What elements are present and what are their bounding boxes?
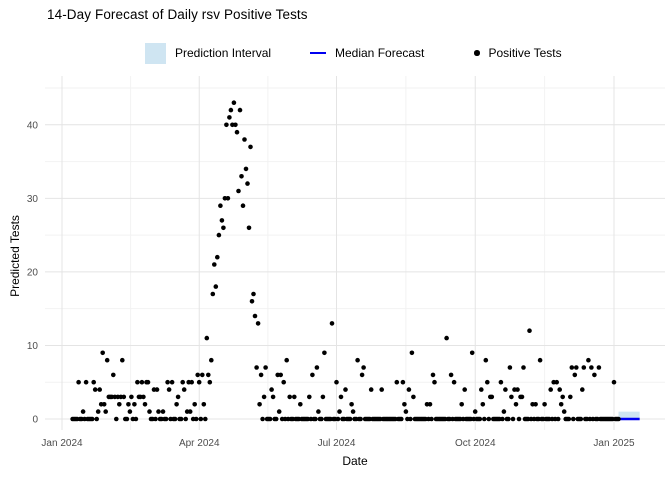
prediction-interval-band bbox=[618, 411, 640, 419]
svg-text:Jan 2024: Jan 2024 bbox=[41, 438, 83, 449]
prediction-interval-swatch-icon bbox=[145, 42, 166, 64]
x-axis-title: Date bbox=[342, 454, 368, 468]
positive-tests-dot-icon bbox=[474, 50, 480, 56]
legend-label-median-forecast: Median Forecast bbox=[335, 46, 425, 60]
major-gridlines bbox=[45, 76, 665, 430]
svg-text:20: 20 bbox=[27, 267, 39, 278]
svg-text:Jan 2025: Jan 2025 bbox=[593, 438, 635, 449]
legend-item-median-forecast: Median Forecast bbox=[310, 40, 424, 66]
svg-text:Jul 2024: Jul 2024 bbox=[318, 438, 356, 449]
minor-gridlines bbox=[45, 76, 665, 430]
legend-label-positive-tests: Positive Tests bbox=[488, 46, 562, 60]
svg-text:Apr 2024: Apr 2024 bbox=[179, 438, 220, 449]
legend-item-prediction-interval: Prediction Interval bbox=[145, 40, 271, 66]
svg-text:0: 0 bbox=[32, 415, 38, 426]
svg-text:30: 30 bbox=[27, 194, 39, 205]
y-tick-labels: 0 10 20 30 40 bbox=[27, 120, 39, 425]
scatter-points bbox=[70, 100, 621, 422]
svg-text:10: 10 bbox=[27, 341, 39, 352]
chart-legend: Prediction Interval Median Forecast Posi… bbox=[0, 40, 672, 66]
x-tick-labels: Jan 2024 Apr 2024 Jul 2024 Oct 2024 Jan 2025 bbox=[41, 438, 635, 449]
chart-title: 14-Day Forecast of Daily rsv Positive Te… bbox=[47, 7, 308, 22]
svg-text:40: 40 bbox=[27, 120, 39, 131]
legend-label-prediction-interval: Prediction Interval bbox=[175, 46, 272, 60]
svg-text:Oct 2024: Oct 2024 bbox=[455, 438, 496, 449]
median-forecast-line-icon bbox=[310, 52, 326, 54]
legend-item-positive-tests: Positive Tests bbox=[468, 40, 562, 66]
y-axis-title: Predicted Tests bbox=[8, 215, 22, 297]
